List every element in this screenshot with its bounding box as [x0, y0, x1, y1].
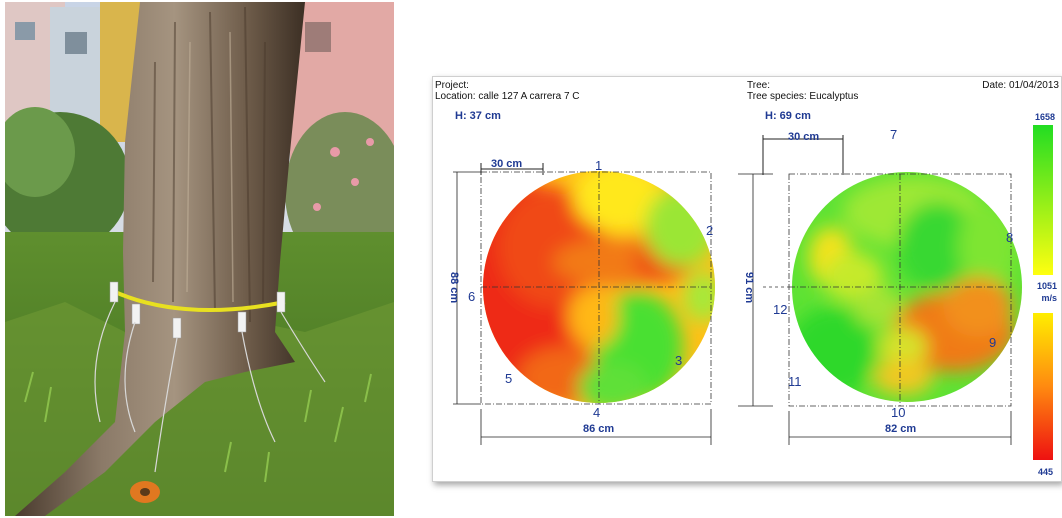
- left-depth-label: 88 cm: [448, 272, 460, 303]
- sensor-clip: [131, 303, 141, 325]
- left-tomogram: 30 cm 86 cm 88 cm 1 2 3 4 5 6: [448, 158, 715, 445]
- tree-label: Tree:: [747, 80, 770, 91]
- sensor-clip: [237, 311, 247, 333]
- sensor-label-1: 1: [595, 158, 602, 173]
- sensor-label-2: 2: [706, 223, 713, 238]
- sensor-label-10: 10: [891, 405, 905, 420]
- right-width-label: 82 cm: [885, 423, 916, 435]
- sensor-label-6: 6: [468, 289, 475, 304]
- scale-unit-label: m/s: [1041, 293, 1057, 303]
- tree-species-label: Tree species: Eucalyptus: [747, 91, 859, 102]
- left-width-label: 86 cm: [583, 423, 614, 435]
- sensor-label-12: 12: [773, 302, 787, 317]
- sensor-label-3: 3: [675, 353, 682, 368]
- sensor-strap: [114, 290, 286, 312]
- date-label: Date: 01/04/2013: [982, 80, 1059, 91]
- tree-trunk: [15, 2, 305, 516]
- scale-mid-label: 1051: [1037, 281, 1057, 291]
- left-height-label: H: 37 cm: [455, 110, 501, 122]
- color-scale-upper: [1033, 125, 1053, 275]
- tree-sensor-photo: [5, 2, 394, 516]
- sensor-label-4: 4: [593, 405, 600, 420]
- sensor-label-7: 7: [890, 127, 897, 142]
- right-tomogram: 30 cm 82 cm 91 cm 7 8 9 10 11 12: [738, 127, 1022, 445]
- left-scale-label: 30 cm: [491, 158, 522, 170]
- sensor-clip: [276, 291, 286, 313]
- color-scale-lower: [1033, 313, 1053, 460]
- sensor-label-5: 5: [505, 371, 512, 386]
- project-label: Project:: [435, 80, 469, 91]
- sensor-label-8: 8: [1006, 230, 1013, 245]
- shrub-right: [285, 112, 394, 272]
- sensor-clip: [172, 317, 182, 339]
- right-depth-label: 91 cm: [743, 272, 755, 303]
- sensor-label-9: 9: [989, 335, 996, 350]
- right-scale-label: 30 cm: [788, 131, 819, 143]
- scale-min-label: 445: [1038, 467, 1053, 477]
- location-label: Location: calle 127 A carrera 7 C: [435, 91, 580, 102]
- velocity-color-scale: 1658 1051 m/s 445: [1033, 112, 1057, 477]
- right-height-label: H: 69 cm: [765, 110, 811, 122]
- sensor-label-11: 11: [788, 374, 802, 389]
- sensor-clip: [109, 281, 119, 303]
- tomogram-report: Project: Location: calle 127 A carrera 7…: [432, 76, 1062, 482]
- scale-max-label: 1658: [1035, 112, 1055, 122]
